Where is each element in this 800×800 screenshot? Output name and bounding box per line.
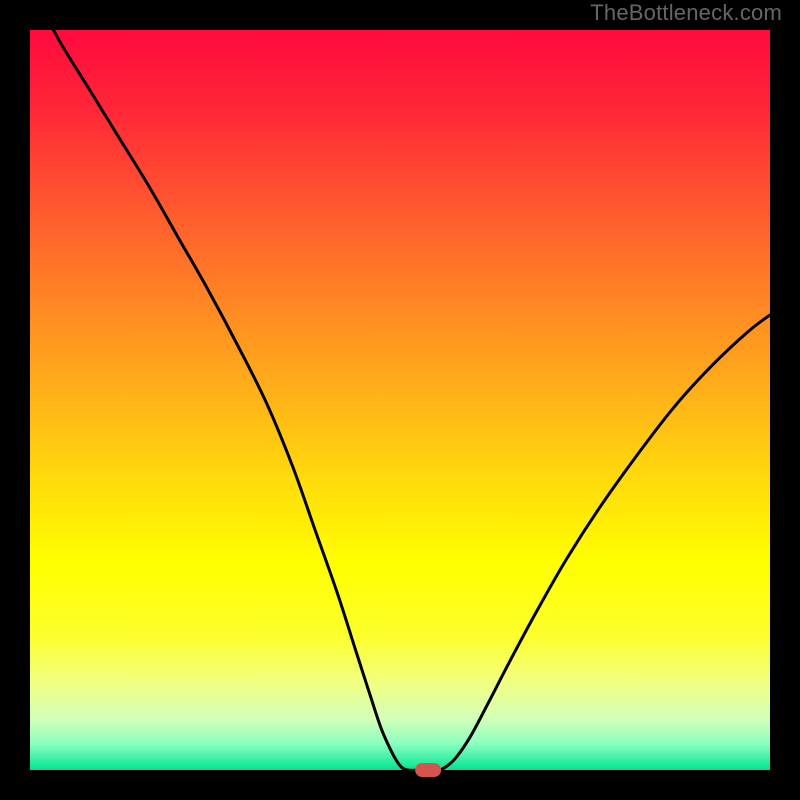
watermark-text: TheBottleneck.com: [590, 0, 782, 26]
optimal-marker: [415, 763, 441, 777]
bottleneck-chart: TheBottleneck.com: [0, 0, 800, 800]
chart-svg: [0, 0, 800, 800]
gradient-background: [30, 30, 770, 770]
